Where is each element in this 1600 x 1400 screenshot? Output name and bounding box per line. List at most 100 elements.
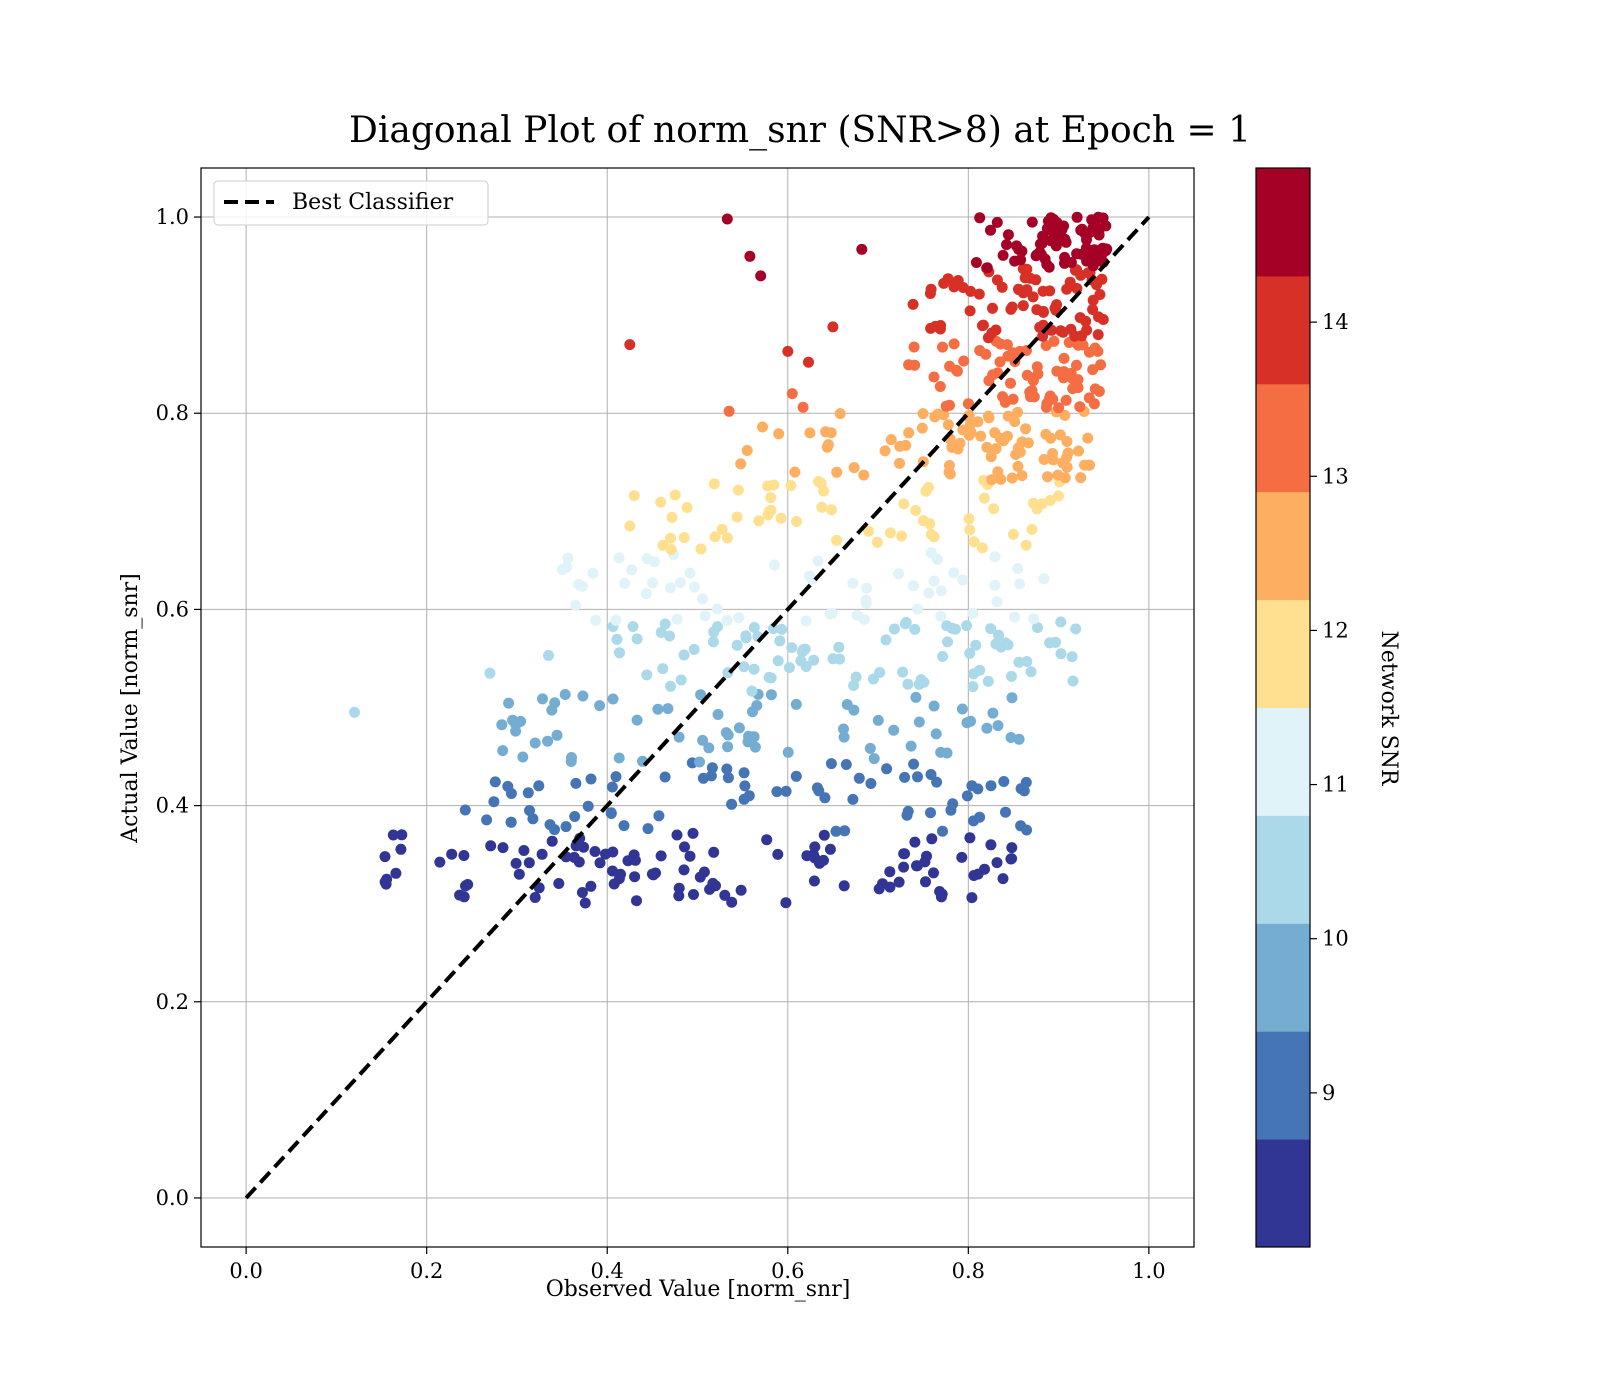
scatter-point (1028, 613, 1040, 625)
colorbar-segment (1256, 491, 1310, 601)
scatter-point (903, 427, 915, 439)
scatter-point (967, 681, 979, 693)
scatter-point (594, 700, 606, 712)
scatter-point (522, 787, 534, 799)
scatter-point (833, 641, 845, 653)
scatter-point (566, 752, 577, 763)
scatter-point (507, 714, 519, 726)
scatter-point (688, 643, 700, 655)
scatter-point (590, 614, 602, 626)
scatter-point (1005, 303, 1017, 315)
scatter-point (935, 610, 947, 622)
colorbar-tick-label: 14 (1322, 310, 1349, 334)
scatter-point (975, 430, 987, 442)
scatter-point (1074, 312, 1086, 324)
scatter-point (529, 892, 541, 903)
scatter-point (894, 457, 905, 469)
scatter-point (695, 543, 707, 555)
scatter-point (879, 445, 891, 457)
scatter-point (970, 257, 982, 268)
scatter-point (1054, 429, 1066, 441)
scatter-point (631, 633, 643, 645)
scatter-point (1000, 806, 1011, 818)
scatter-point (707, 877, 719, 889)
scatter-point (707, 636, 719, 648)
scatter-point (991, 596, 1003, 608)
scatter-point (1022, 437, 1034, 449)
scatter-point (699, 610, 711, 622)
scatter-point (834, 653, 846, 665)
scatter-point (708, 478, 720, 490)
scatter-point (1032, 368, 1044, 380)
scatter-point (497, 745, 509, 757)
scatter-point (811, 782, 823, 794)
scatter-point (985, 780, 997, 792)
scatter-point (380, 878, 392, 890)
scatter-point (860, 594, 872, 606)
scatter-point (1018, 785, 1030, 797)
scatter-point (1043, 261, 1055, 273)
scatter-point (964, 305, 976, 317)
scatter-point (935, 746, 947, 758)
scatter-point (863, 525, 875, 537)
scatter-point (1071, 248, 1083, 260)
scatter-point (982, 675, 994, 687)
colorbar-tick-label: 11 (1322, 773, 1349, 797)
scatter-point (908, 758, 920, 770)
scatter-point (697, 593, 708, 605)
scatter-point (1037, 306, 1049, 318)
scatter-point (981, 262, 993, 274)
scatter-point (488, 796, 500, 808)
legend: Best Classifier (213, 180, 489, 226)
scatter-point (966, 892, 978, 904)
scatter-point (684, 567, 696, 579)
scatter-point (944, 468, 956, 480)
scatter-point (753, 515, 765, 527)
scatter-point (631, 895, 642, 907)
scatter-point (839, 825, 851, 837)
scatter-point (484, 667, 496, 679)
plot-frame (200, 167, 1195, 1248)
scatter-point (1061, 436, 1073, 447)
scatter-point (576, 887, 588, 898)
scatter-point (1037, 285, 1049, 297)
scatter-point (916, 422, 928, 434)
scatter-point (712, 709, 724, 720)
scatter-point (765, 492, 777, 504)
scatter-point (1012, 406, 1024, 418)
scatter-point (1025, 666, 1037, 678)
scatter-point (985, 451, 997, 463)
scatter-point (930, 728, 942, 740)
scatter-point (577, 690, 589, 702)
scatter-point (738, 767, 750, 779)
scatter-point (648, 556, 660, 568)
scatter-point (641, 669, 653, 681)
scatter-point (579, 897, 591, 909)
scatter-point (1087, 304, 1099, 315)
scatter-point (659, 771, 671, 783)
scatter-point (655, 496, 667, 508)
scatter-point (536, 848, 548, 860)
scatter-point (838, 723, 849, 735)
x-tick-label: 0.2 (410, 1259, 443, 1283)
scatter-point (681, 502, 693, 513)
scatter-point (898, 498, 910, 510)
scatter-point (803, 356, 814, 368)
scatter-point (1001, 239, 1012, 251)
scatter-point (874, 667, 886, 678)
scatter-point (1020, 423, 1032, 435)
scatter-point (587, 567, 599, 579)
scatter-point (775, 512, 787, 524)
scatter-point (1006, 842, 1018, 854)
colorbar-label: Network SNR (1376, 631, 1401, 787)
scatter-point (772, 655, 784, 667)
scatter-point (1013, 243, 1025, 255)
scatter-point (1055, 648, 1067, 660)
scatter-point (1045, 432, 1057, 444)
scatter-point (434, 856, 446, 868)
scatter-point (1055, 325, 1067, 337)
scatter-point (1097, 212, 1109, 224)
scatter-point (629, 871, 641, 883)
scatter-point (808, 654, 820, 666)
scatter-point (819, 792, 831, 804)
